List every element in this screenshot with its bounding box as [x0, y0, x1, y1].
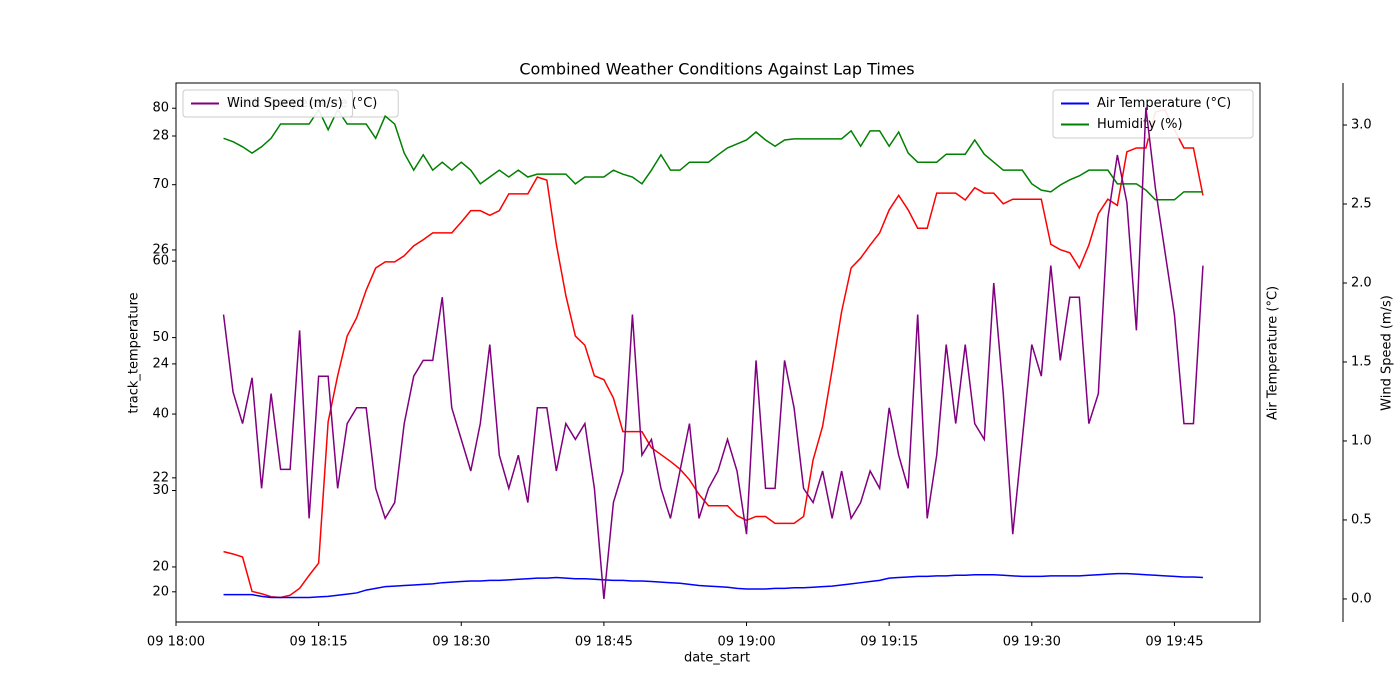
y-tick-label: 60: [152, 254, 169, 269]
y3-tick-label: 0.5: [1351, 512, 1372, 527]
y2-tick-label: 28: [152, 128, 169, 143]
y-tick-label: 40: [152, 407, 169, 422]
series-line: [223, 108, 1203, 201]
x-tick-label: 09 19:30: [1003, 635, 1061, 650]
series-line: [223, 108, 1204, 599]
y3-tick-label: 3.0: [1351, 118, 1372, 133]
y2-tick-label: 26: [152, 242, 169, 257]
y2-tick-label: 20: [152, 584, 169, 599]
plot-frame: [175, 82, 1261, 623]
legend-box: [1052, 89, 1254, 139]
series-line: [223, 572, 1203, 599]
y-tick-label: 70: [152, 177, 169, 192]
y2-tick-label: 24: [152, 356, 169, 371]
x-tick-label: 09 19:45: [1145, 635, 1203, 650]
legend-label: Wind Speed (m/s): [227, 96, 343, 111]
x-tick-label: 09 18:30: [432, 635, 490, 650]
x-tick-label: 09 18:45: [575, 635, 633, 650]
y3-tick-label: 1.5: [1351, 354, 1372, 369]
y-tick-label: 80: [152, 101, 169, 116]
y3-tick-label: 2.0: [1351, 275, 1372, 290]
y3-tick-label: 2.5: [1351, 197, 1372, 212]
x-tick-label: 09 19:00: [717, 635, 775, 650]
legend-label: Air Temperature (°C): [1097, 96, 1231, 111]
series-line: [222, 107, 1204, 600]
y3-tick-label: 1.0: [1351, 433, 1372, 448]
y2-tick-label: 22: [152, 470, 169, 485]
x-tick-label: 09 18:00: [147, 635, 205, 650]
legend-label: Humidity (%): [1097, 117, 1183, 132]
y-tick-label: 50: [152, 330, 169, 345]
y-tick-label: 20: [152, 559, 169, 574]
y2-axis-label: Air Temperature (°C): [1266, 286, 1281, 420]
chart-title: Combined Weather Conditions Against Lap …: [519, 60, 914, 79]
y-axis-label: track_temperature: [127, 292, 142, 413]
legend-box: [182, 89, 354, 118]
y3-tick-label: 0.0: [1351, 591, 1372, 606]
x-axis-label: date_start: [684, 651, 750, 666]
x-tick-label: 09 19:15: [860, 635, 918, 650]
y3-axis-label: Wind Speed (m/s): [1380, 295, 1395, 411]
y-tick-label: 30: [152, 483, 169, 498]
x-tick-label: 09 18:15: [290, 635, 348, 650]
